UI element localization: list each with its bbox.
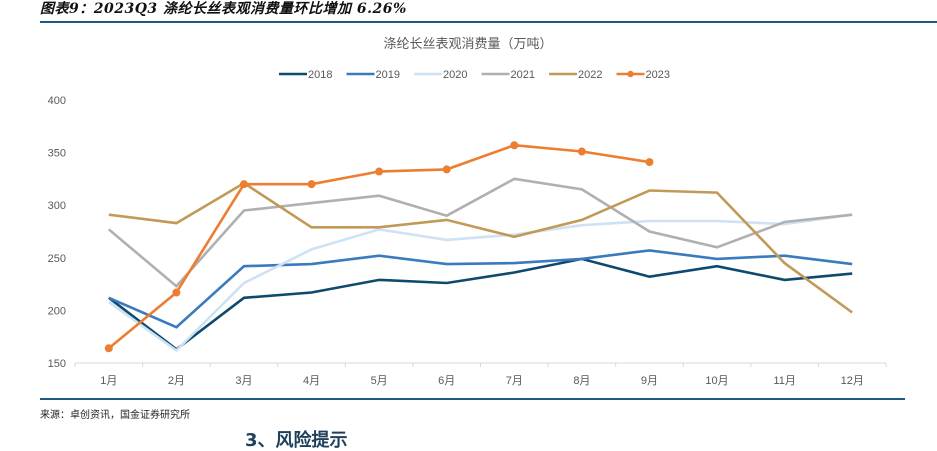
y-tick-label: 400 [48,95,66,107]
source-note: 来源：卓创资讯，国金证券研究所 [40,410,190,421]
legend-item-2018: 2018 [279,69,332,81]
y-tick-label: 300 [48,200,66,212]
title-divider [40,21,937,23]
x-tick-label: 12月 [841,375,864,387]
data-point-2023 [104,344,113,353]
y-tick-label: 350 [48,148,66,160]
x-tick-label: 5月 [371,375,388,387]
legend: 2018 2019 2020 2021 2022 2023 [279,69,670,81]
x-tick-label: 2月 [168,375,185,387]
legend-label: 2018 [308,69,332,81]
y-tick-label: 150 [48,358,66,370]
line-chart: 涤纶长丝表观消费量（万吨） 2018 2019 2020 2021 2022 2023 1… [48,37,887,387]
series-2023 [104,141,654,353]
y-tick-label: 250 [48,253,66,265]
legend-item-2022: 2022 [549,69,602,81]
source-divider [40,398,905,400]
y-tick-label: 200 [48,305,66,317]
legend-item-2023: 2023 [616,69,670,81]
legend-marker [627,70,634,78]
section-heading: 3、风险提示 [245,430,348,451]
series-line-2022 [108,181,853,314]
x-tick-label: 11月 [773,375,795,387]
x-tick-label: 8月 [573,375,590,387]
data-point-2023 [239,180,248,189]
data-point-2023 [510,141,519,150]
series-line-2019 [108,249,853,329]
legend-label: 2019 [376,69,400,81]
x-tick-label: 6月 [438,375,455,387]
data-point-2023 [577,147,586,156]
x-tick-label: 3月 [235,375,252,387]
data-point-2023 [645,158,654,167]
x-tick-label: 9月 [641,375,658,387]
data-point-2023 [375,167,384,176]
series-line-2021 [107,177,853,289]
x-tick-label: 4月 [303,375,320,387]
y-axis: 150 200 250 300 350 400 [48,95,66,370]
x-tick-label: 10月 [705,375,728,387]
chart-title: 涤纶长丝表观消费量（万吨） [383,37,552,52]
x-tick-label: 7月 [506,375,523,387]
legend-item-2021: 2021 [481,69,535,81]
series-2018 [108,257,853,351]
series-line-2020 [108,213,853,353]
series-line-2018 [108,257,853,351]
x-axis: 1月 2月 3月 4月 5月 6月 7月 8月 9月 10月 11月 12月 [74,362,887,387]
legend-item-2019: 2019 [346,69,400,81]
series-2021 [107,177,853,289]
legend-label: 2023 [646,69,670,81]
series-2019 [108,249,853,329]
data-point-2023 [442,165,451,174]
legend-item-2020: 2020 [414,69,467,81]
data-point-2023 [307,180,316,189]
legend-label: 2022 [578,69,602,81]
series-group [104,141,853,353]
figure-title: 图表9：2023Q3 涤纶长丝表观消费量环比增加 6.26% [40,1,407,17]
series-line-2023 [107,143,650,350]
series-2022 [108,181,853,314]
legend-label: 2020 [443,69,467,81]
data-point-2023 [172,288,181,297]
series-2020 [108,213,853,353]
x-tick-label: 1月 [100,375,117,387]
legend-label: 2021 [511,69,535,81]
